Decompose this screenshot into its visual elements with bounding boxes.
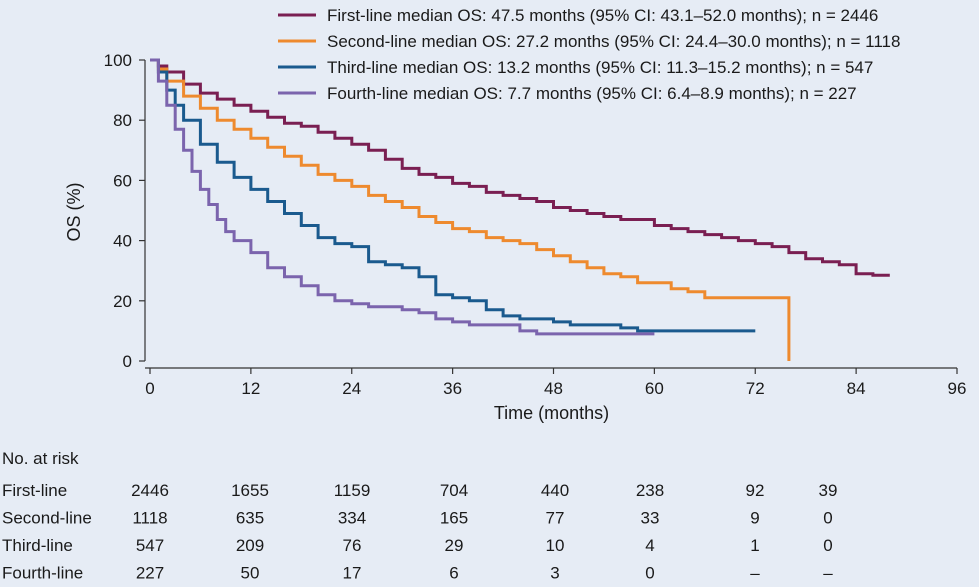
y-tick-label: 0	[123, 352, 132, 371]
x-tick-label: 24	[342, 379, 361, 398]
y-tick-label: 80	[113, 111, 132, 130]
risk-value: 77	[546, 509, 565, 528]
risk-value: 29	[445, 536, 464, 555]
risk-value: 50	[241, 564, 260, 583]
legend-label-first-line: First-line median OS: 47.5 months (95% C…	[327, 6, 878, 25]
risk-table: No. at risk First-line 2446 1655 1159 704 440 2…	[2, 449, 837, 583]
risk-value: 165	[440, 509, 468, 528]
y-tick-label: 100	[104, 51, 132, 70]
risk-value: 0	[823, 509, 832, 528]
x-tick-label: 96	[948, 379, 967, 398]
x-tick-label: 84	[847, 379, 866, 398]
risk-row-label: Third-line	[2, 536, 73, 555]
x-tick-label: 12	[241, 379, 260, 398]
risk-value: 227	[136, 564, 164, 583]
x-tick-label: 72	[746, 379, 765, 398]
risk-value: 33	[641, 509, 660, 528]
y-tick-label: 60	[113, 171, 132, 190]
risk-value: 76	[343, 536, 362, 555]
risk-value: 0	[823, 536, 832, 555]
x-tick-label: 48	[544, 379, 563, 398]
legend-label-fourth-line: Fourth-line median OS: 7.7 months (95% C…	[327, 84, 857, 103]
risk-value: 10	[546, 536, 565, 555]
risk-value: 4	[645, 536, 654, 555]
x-axis-title: Time (months)	[494, 403, 609, 423]
risk-value: 704	[440, 481, 468, 500]
y-axis-title: OS (%)	[64, 182, 84, 241]
risk-table-title: No. at risk	[2, 449, 79, 468]
risk-value: 209	[236, 536, 264, 555]
risk-value: 1118	[132, 509, 167, 528]
curve-second-line	[150, 58, 791, 361]
legend-label-third-line: Third-line median OS: 13.2 months (95% C…	[327, 58, 873, 77]
x-tick-label: 0	[145, 379, 154, 398]
risk-value: 238	[636, 481, 664, 500]
curve-first-line	[150, 58, 890, 277]
axes: 0 20 40 60 80 100 0 12 24 36 48 60 72 84 96 Time (month…	[64, 51, 966, 423]
risk-value: 39	[819, 481, 838, 500]
risk-value: 1159	[334, 481, 371, 500]
risk-value: 1	[750, 536, 759, 555]
risk-value: 9	[750, 509, 759, 528]
risk-value: 635	[236, 509, 264, 528]
risk-value: –	[823, 564, 833, 583]
legend-label-second-line: Second-line median OS: 27.2 months (95% …	[327, 32, 900, 51]
risk-value: –	[750, 564, 760, 583]
risk-value: 3	[550, 564, 559, 583]
risk-value: 17	[343, 564, 362, 583]
risk-value: 6	[449, 564, 458, 583]
risk-row-label: Fourth-line	[2, 564, 83, 583]
x-tick-label: 36	[443, 379, 462, 398]
curve-third-line	[150, 58, 756, 333]
risk-row-label: First-line	[2, 481, 67, 500]
x-tick-label: 60	[645, 379, 664, 398]
legend: First-line median OS: 47.5 months (95% C…	[278, 6, 900, 103]
risk-value: 2446	[131, 481, 169, 500]
survival-curves	[150, 58, 890, 361]
risk-value: 440	[541, 481, 569, 500]
risk-value: 1655	[231, 481, 269, 500]
y-tick-label: 20	[113, 292, 132, 311]
risk-row-label: Second-line	[2, 509, 92, 528]
risk-value: 334	[338, 509, 366, 528]
risk-value: 92	[746, 481, 765, 500]
risk-value: 0	[645, 564, 654, 583]
y-tick-label: 40	[113, 232, 132, 251]
curve-fourth-line	[150, 58, 655, 336]
risk-value: 547	[136, 536, 164, 555]
